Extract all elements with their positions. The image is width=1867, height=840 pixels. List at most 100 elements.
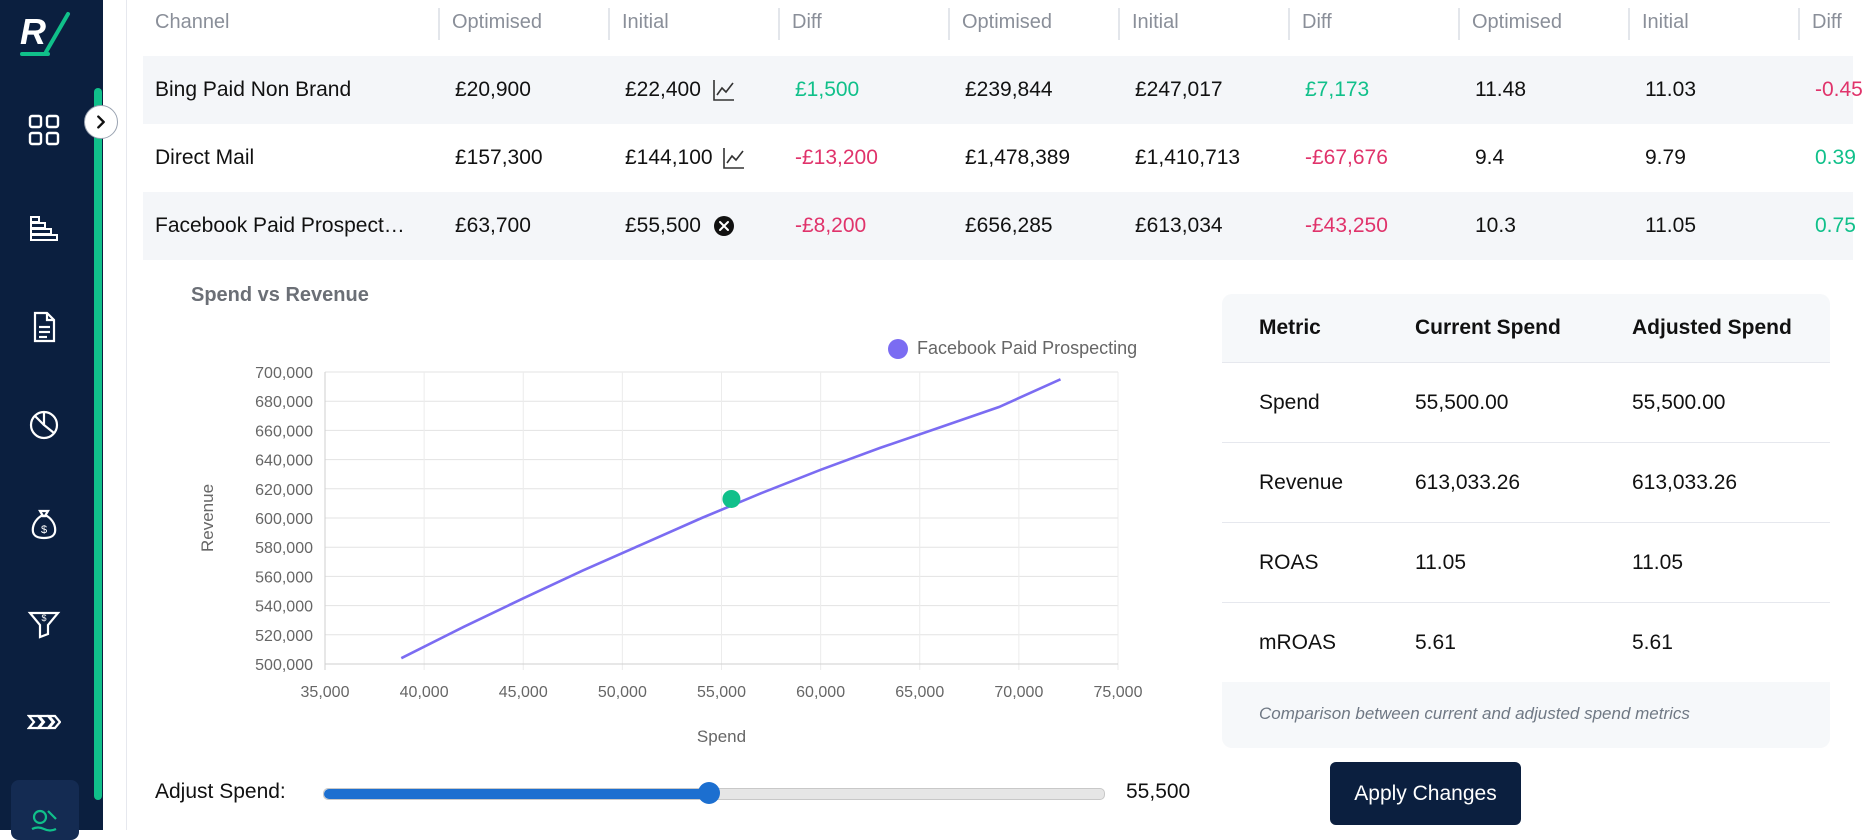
x-tick-label: 70,000 bbox=[994, 684, 1043, 701]
stacked-layers-icon bbox=[30, 216, 58, 241]
spend-initial: £144,100 bbox=[625, 146, 713, 169]
column-header[interactable]: Initial bbox=[1118, 8, 1179, 40]
y-tick-label: 600,000 bbox=[255, 511, 313, 528]
spend-optimised: £20,900 bbox=[455, 78, 531, 101]
collapse-sidebar-button[interactable] bbox=[84, 105, 118, 139]
roas-diff: -0.45 bbox=[1815, 78, 1863, 101]
sidebar-item-layers[interactable] bbox=[24, 208, 64, 248]
roas-optimised: 10.3 bbox=[1475, 214, 1516, 237]
x-tick-label: 65,000 bbox=[895, 684, 944, 701]
legend-label: Facebook Paid Prospecting bbox=[917, 338, 1138, 358]
current-spend-point bbox=[722, 489, 741, 508]
line-chart-icon[interactable] bbox=[711, 77, 737, 103]
column-header[interactable]: Diff bbox=[778, 8, 822, 40]
metric-current: 11.05 bbox=[1415, 551, 1466, 574]
roas-initial: 11.03 bbox=[1645, 78, 1696, 101]
metric-name: mROAS bbox=[1259, 631, 1337, 654]
spend-revenue-chart: 700,000 680,000 660,000 640,000 620,000 600,0… bbox=[180, 325, 1180, 760]
revenue-initial: £1,410,713 bbox=[1135, 146, 1241, 169]
adjust-spend-label: Adjust Spend: bbox=[155, 780, 286, 803]
metric-adjusted: 11.05 bbox=[1632, 551, 1683, 574]
svg-text:$: $ bbox=[41, 524, 47, 536]
apply-changes-button[interactable]: Apply Changes bbox=[1330, 762, 1521, 825]
channel-name: Facebook Paid Prospect… bbox=[155, 214, 405, 237]
channel-name: Direct Mail bbox=[155, 146, 255, 169]
brand-logo[interactable]: R bbox=[18, 8, 80, 58]
roas-diff: 0.75 bbox=[1815, 214, 1856, 237]
roas-optimised: 11.48 bbox=[1475, 78, 1526, 101]
slider-fill bbox=[324, 789, 710, 799]
sidebar-item-funnel[interactable]: $ bbox=[24, 602, 64, 642]
chart-legend[interactable]: Facebook Paid Prospecting bbox=[888, 338, 1137, 359]
revenue-initial: £247,017 bbox=[1135, 78, 1223, 101]
column-header[interactable]: Initial bbox=[1628, 8, 1689, 40]
column-header[interactable]: Optimised bbox=[438, 8, 542, 40]
roas-initial: 9.79 bbox=[1645, 146, 1686, 169]
metrics-header-cell: Metric bbox=[1259, 316, 1321, 339]
series-line bbox=[400, 378, 1062, 660]
metrics-header-cell: Current Spend bbox=[1415, 316, 1561, 339]
spend-initial: £22,400 bbox=[625, 78, 701, 101]
sidebar-item-analytics[interactable] bbox=[24, 405, 64, 445]
column-header[interactable]: Diff bbox=[1288, 8, 1332, 40]
metric-current: 55,500.00 bbox=[1415, 391, 1509, 414]
line-chart-icon[interactable] bbox=[721, 145, 747, 171]
document-icon bbox=[33, 311, 56, 343]
y-axis-label: Revenue bbox=[198, 484, 217, 552]
spend-diff: -£13,200 bbox=[795, 146, 878, 169]
metric-current: 613,033.26 bbox=[1415, 471, 1521, 494]
y-tick-label: 640,000 bbox=[255, 453, 313, 470]
sidebar-item-optimise[interactable] bbox=[11, 780, 79, 840]
table-row[interactable]: Direct Mail £157,300 £144,100 -£13,200 £… bbox=[143, 124, 1856, 192]
metric-name: Spend bbox=[1259, 391, 1320, 414]
metrics-row: Spend 55,500.00 55,500.00 bbox=[1222, 362, 1830, 442]
sidebar-item-pipeline[interactable] bbox=[24, 702, 64, 742]
spend-optimised: £63,700 bbox=[455, 214, 531, 237]
y-tick-label: 520,000 bbox=[255, 628, 313, 645]
table-row[interactable]: Bing Paid Non Brand £20,900 £22,400 £1,5… bbox=[143, 56, 1863, 124]
content-divider bbox=[126, 0, 127, 830]
table-row[interactable]: Facebook Paid Prospect… £63,700 £55,500 … bbox=[143, 192, 1856, 260]
metrics-row: ROAS 11.05 11.05 bbox=[1222, 522, 1830, 602]
revenue-optimised: £656,285 bbox=[965, 214, 1053, 237]
metric-current: 5.61 bbox=[1415, 631, 1456, 654]
column-header[interactable]: Initial bbox=[608, 8, 669, 40]
sidebar-item-budget[interactable]: $ bbox=[24, 504, 64, 544]
x-tick-label: 55,000 bbox=[697, 684, 746, 701]
legend-swatch bbox=[888, 338, 908, 359]
y-tick-label: 560,000 bbox=[255, 569, 313, 586]
sidebar-scrollbar[interactable] bbox=[94, 88, 102, 800]
pie-chart-icon bbox=[29, 410, 59, 440]
roas-diff: 0.39 bbox=[1815, 146, 1856, 169]
spend-diff: -£8,200 bbox=[795, 214, 867, 237]
sidebar-item-dashboard[interactable] bbox=[24, 110, 64, 150]
funnel-icon: $ bbox=[27, 611, 61, 639]
slider-thumb[interactable] bbox=[698, 782, 721, 804]
adjust-spend-slider[interactable] bbox=[323, 782, 1105, 804]
revenue-diff: -£67,676 bbox=[1305, 146, 1388, 169]
x-tick-label: 60,000 bbox=[796, 684, 845, 701]
metric-adjusted: 55,500.00 bbox=[1632, 391, 1726, 414]
x-tick-label: 45,000 bbox=[499, 684, 548, 701]
x-axis-label: Spend bbox=[697, 727, 746, 746]
close-circle-icon[interactable] bbox=[711, 213, 737, 239]
spend-diff: £1,500 bbox=[795, 78, 860, 101]
x-tick-label: 35,000 bbox=[301, 684, 350, 701]
y-tick-label: 620,000 bbox=[255, 482, 313, 499]
channel-name: Bing Paid Non Brand bbox=[155, 78, 352, 101]
column-header[interactable]: Diff bbox=[1798, 8, 1842, 40]
column-header[interactable]: Optimised bbox=[948, 8, 1052, 40]
revenue-optimised: £1,478,389 bbox=[965, 146, 1071, 169]
column-header[interactable]: Channel bbox=[155, 11, 230, 33]
metrics-comparison-table: Metric Current Spend Adjusted Spend Spen… bbox=[1222, 294, 1830, 748]
column-header[interactable]: Optimised bbox=[1458, 8, 1562, 40]
dashboard-grid-icon bbox=[28, 114, 60, 146]
svg-text:$: $ bbox=[41, 613, 46, 623]
metrics-header-cell: Adjusted Spend bbox=[1632, 316, 1792, 339]
sidebar-item-reports[interactable] bbox=[24, 307, 64, 347]
metrics-row: mROAS 5.61 5.61 bbox=[1222, 602, 1830, 682]
y-tick-label: 700,000 bbox=[255, 365, 313, 382]
spend-optimised: £157,300 bbox=[455, 146, 543, 169]
y-tick-label: 500,000 bbox=[255, 657, 313, 674]
sidebar: R $ $ bbox=[0, 0, 103, 840]
